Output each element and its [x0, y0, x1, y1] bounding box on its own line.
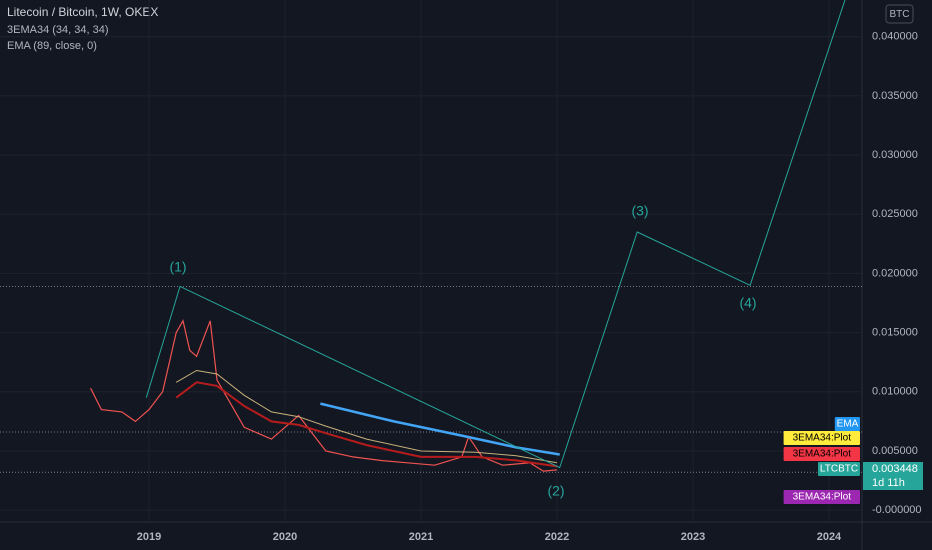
series-tag-label: 3EMA34:Plot	[793, 433, 852, 444]
series-line	[320, 402, 560, 456]
y-tick-label: 0.040000	[872, 31, 918, 43]
indicator: 3EMA34 (34, 34, 34)	[7, 24, 109, 36]
series-tag	[783, 447, 860, 461]
plot-area	[0, 0, 862, 522]
x-tick-label: 2021	[409, 531, 433, 543]
y-tick-label: -0.000000	[872, 504, 922, 516]
price-tag	[863, 462, 923, 490]
x-tick-label: 2023	[681, 531, 705, 543]
y-tick-label: 0.005000	[872, 445, 918, 457]
currency-button[interactable]	[885, 4, 914, 24]
series-line	[175, 369, 558, 464]
x-tick-label: 2020	[273, 531, 297, 543]
series-tag-label: LTCBTC	[820, 464, 858, 475]
series-tag	[783, 431, 860, 445]
wave-label: (3)	[631, 203, 648, 219]
y-tick-label: 0.025000	[872, 208, 918, 220]
series-tag	[783, 490, 860, 504]
y-tick-label: 0.030000	[872, 149, 918, 161]
wave-label: (1)	[169, 259, 186, 275]
series-tag-label: 3EMA34:Plot	[793, 449, 852, 460]
x-tick-label: 2019	[137, 531, 161, 543]
series-tag	[818, 462, 860, 476]
chart-title: Litecoin / Bitcoin, 1W, OKEX	[7, 5, 158, 19]
wave-label: (2)	[547, 483, 564, 499]
countdown: 1d 11h	[872, 477, 905, 489]
y-tick-label: 0.010000	[872, 386, 918, 398]
currency[interactable]: BTC	[890, 9, 910, 20]
x-tick-label: 2022	[545, 531, 569, 543]
indicator: EMA (89, close, 0)	[7, 40, 97, 52]
wave-label: (4)	[739, 295, 756, 311]
x-tick-label: 2024	[817, 531, 842, 543]
series-tag-label: EMA	[837, 419, 859, 430]
series-tag-label: 3EMA34:Plot	[793, 492, 852, 503]
series-line	[175, 381, 558, 468]
y-tick-label: 0.015000	[872, 327, 918, 339]
y-tick-label: 0.020000	[872, 267, 918, 279]
y-tick-label: 0.035000	[872, 90, 918, 102]
series-line	[145, 0, 846, 469]
series-tag	[834, 417, 860, 431]
last-price: 0.003448	[872, 463, 918, 475]
